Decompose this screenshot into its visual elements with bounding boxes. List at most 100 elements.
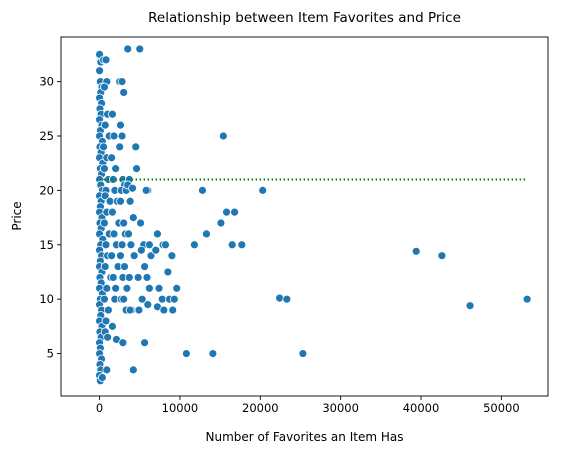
data-point	[140, 262, 149, 271]
data-point	[107, 153, 117, 163]
data-point	[141, 185, 151, 195]
data-point	[411, 246, 421, 256]
data-point	[137, 294, 147, 304]
data-point	[258, 185, 268, 195]
data-point	[108, 109, 117, 119]
data-point	[146, 251, 156, 261]
x-axis: 0 10000 20000 30000 40000 50000	[96, 396, 520, 415]
data-point	[465, 301, 475, 311]
data-point	[108, 321, 117, 331]
data-point	[109, 229, 119, 239]
data-point	[99, 142, 108, 152]
data-point	[136, 245, 146, 255]
data-point	[142, 273, 152, 282]
data-point	[136, 218, 145, 228]
data-point	[108, 207, 117, 217]
data-point	[230, 207, 239, 217]
y-tick-label: 25	[39, 129, 54, 143]
chart-title: Relationship between Item Favorites and …	[148, 10, 461, 26]
data-point	[522, 294, 532, 304]
data-point	[198, 185, 207, 195]
data-point	[111, 164, 121, 174]
data-point	[111, 283, 121, 293]
data-point	[275, 293, 284, 303]
x-tick-label: 50000	[483, 401, 520, 415]
data-point	[126, 240, 136, 250]
data-point	[107, 251, 117, 261]
data-point	[181, 349, 191, 358]
y-axis-label: Price	[10, 201, 24, 230]
data-point	[190, 240, 199, 250]
y-tick-label: 15	[39, 238, 54, 252]
data-point	[128, 213, 138, 222]
data-point	[202, 229, 211, 239]
data-point	[123, 44, 133, 54]
data-point	[151, 245, 161, 255]
data-point	[101, 316, 111, 326]
data-point	[122, 283, 132, 293]
data-point	[99, 218, 109, 228]
data-point	[282, 294, 292, 304]
data-point	[117, 77, 127, 87]
data-point	[99, 164, 109, 174]
data-point	[117, 240, 127, 250]
data-point	[168, 305, 178, 315]
y-tick-label: 10	[39, 292, 54, 306]
data-point	[437, 251, 447, 261]
data-point	[117, 131, 127, 141]
data-point	[237, 240, 247, 250]
data-point	[227, 240, 237, 250]
data-point	[135, 44, 145, 54]
data-point	[298, 349, 308, 358]
data-point	[105, 196, 115, 206]
data-point	[100, 262, 110, 271]
data-point	[103, 332, 113, 342]
data-point	[101, 240, 111, 250]
data-point	[118, 338, 128, 348]
data-point	[128, 183, 137, 193]
y-tick-label: 30	[39, 75, 54, 89]
data-point	[102, 365, 112, 375]
data-point	[163, 267, 173, 277]
data-point	[99, 294, 109, 304]
data-point	[159, 305, 169, 315]
data-point	[153, 229, 162, 239]
data-point	[119, 218, 129, 228]
x-axis-label: Number of Favorites an Item Has	[206, 430, 404, 444]
data-point	[134, 305, 144, 315]
data-point	[128, 365, 138, 375]
data-point	[140, 338, 149, 348]
data-point	[97, 373, 107, 382]
x-tick-label: 40000	[403, 401, 440, 415]
data-point	[144, 240, 154, 250]
x-tick-label: 30000	[322, 401, 359, 415]
data-point	[125, 305, 135, 315]
data-point	[95, 66, 104, 76]
data-point	[143, 300, 153, 310]
y-tick-label: 5	[47, 347, 54, 361]
data-point	[133, 273, 143, 282]
y-tick-label: 20	[39, 183, 54, 197]
data-point	[116, 251, 125, 261]
data-point	[167, 251, 177, 261]
data-point	[172, 283, 182, 293]
data-point	[131, 142, 141, 152]
data-point	[100, 191, 110, 201]
x-tick-label: 0	[96, 401, 103, 415]
data-point	[129, 251, 139, 261]
data-point	[108, 273, 118, 282]
data-point	[101, 55, 111, 65]
data-point	[125, 196, 135, 206]
data-point	[108, 175, 118, 184]
data-point	[132, 164, 141, 174]
data-point	[116, 120, 125, 130]
data-point	[124, 273, 134, 282]
data-point	[120, 262, 129, 271]
data-point	[102, 283, 112, 293]
data-point	[169, 294, 179, 304]
data-point	[99, 82, 109, 92]
x-tick-label: 20000	[242, 401, 279, 415]
data-point	[109, 131, 119, 141]
data-point	[222, 207, 231, 217]
data-point	[104, 305, 113, 315]
